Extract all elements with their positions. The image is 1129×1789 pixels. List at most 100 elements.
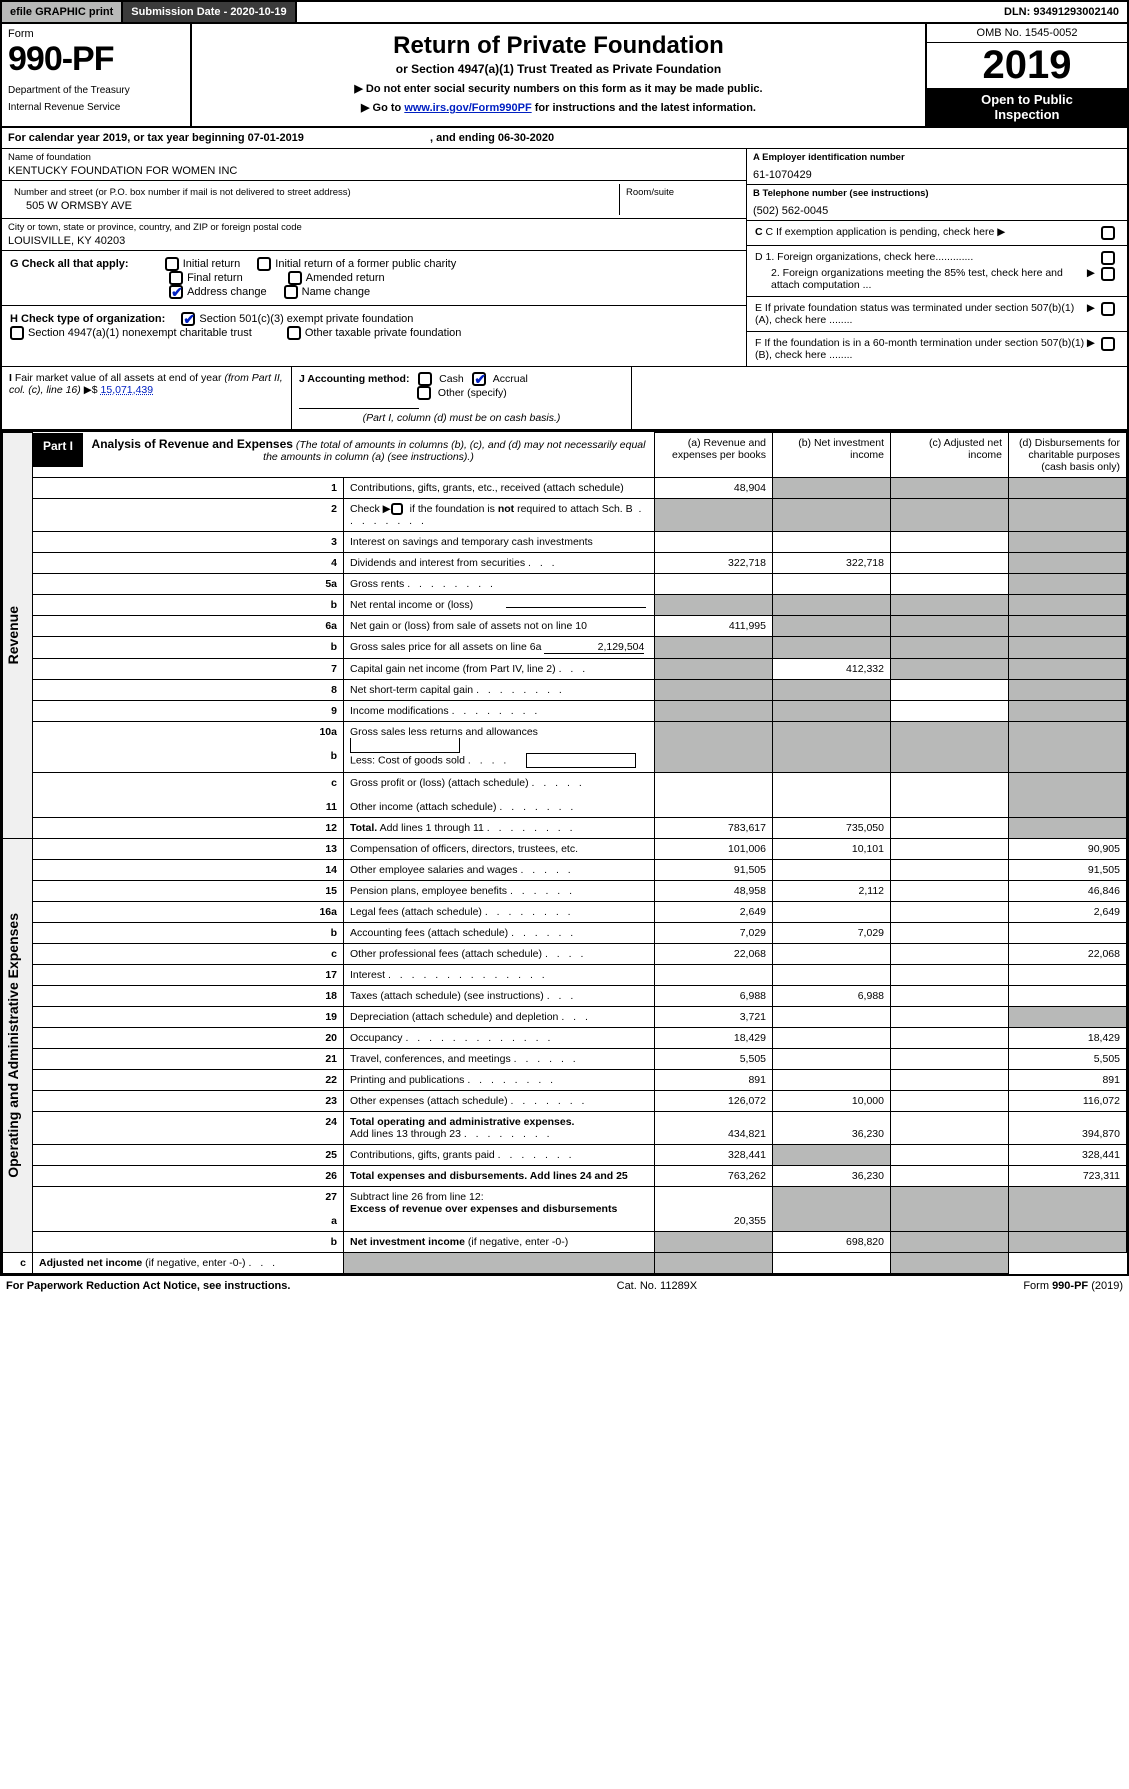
omb-number: OMB No. 1545-0052 [927, 24, 1127, 43]
form-word: Form [8, 28, 184, 40]
chk-f[interactable] [1101, 337, 1115, 351]
open-to-public: Open to PublicInspection [927, 88, 1127, 126]
row-4: 4Dividends and interest from securities … [3, 553, 1127, 574]
page-footer: For Paperwork Reduction Act Notice, see … [0, 1276, 1129, 1296]
tax-year: 2019 [927, 43, 1127, 88]
calendar-year-line: For calendar year 2019, or tax year begi… [2, 128, 1127, 149]
row-2: 2Check ▶ if the foundation is not requir… [3, 499, 1127, 532]
chk-initial-former[interactable] [257, 257, 271, 271]
col-a-header: (a) Revenue and expenses per books [655, 433, 773, 478]
row-6b: bGross sales price for all assets on lin… [3, 637, 1127, 659]
form-header: Form 990-PF Department of the Treasury I… [0, 24, 1129, 128]
row-5b: bNet rental income or (loss) [3, 595, 1127, 616]
row-17: 17Interest . . . . . . . . . . . . . . [3, 965, 1127, 986]
fair-market-cell: I Fair market value of all assets at end… [2, 367, 292, 429]
form-subtitle: or Section 4947(a)(1) Trust Treated as P… [198, 62, 919, 76]
row-16c: cOther professional fees (attach schedul… [3, 944, 1127, 965]
row-25: 25Contributions, gifts, grants paid . . … [3, 1145, 1127, 1166]
chk-cash[interactable] [418, 372, 432, 386]
chk-accrual[interactable] [472, 372, 486, 386]
chk-amended[interactable] [288, 271, 302, 285]
footer-left: For Paperwork Reduction Act Notice, see … [6, 1280, 290, 1292]
chk-name[interactable] [284, 285, 298, 299]
chk-address[interactable] [169, 285, 183, 299]
row-19: 19Depreciation (attach schedule) and dep… [3, 1007, 1127, 1028]
row-23: 23Other expenses (attach schedule) . . .… [3, 1091, 1127, 1112]
row-27c: cAdjusted net income (if negative, enter… [3, 1253, 1127, 1274]
chk-d2[interactable] [1101, 267, 1115, 281]
chk-initial[interactable] [165, 257, 179, 271]
chk-other-method[interactable] [417, 386, 431, 400]
form-note-ssn: ▶ Do not enter social security numbers o… [198, 82, 919, 95]
note2-post: for instructions and the latest informat… [532, 102, 756, 114]
chk-sch-b[interactable] [391, 503, 403, 515]
col-b-header: (b) Net investment income [773, 433, 891, 478]
dept-treasury: Department of the Treasury [8, 85, 184, 96]
col-d-header: (d) Disbursements for charitable purpose… [1009, 433, 1127, 478]
info-left-column: Name of foundation KENTUCKY FOUNDATION F… [2, 149, 747, 366]
foundation-name-cell: Name of foundation KENTUCKY FOUNDATION F… [2, 149, 746, 181]
chk-d1[interactable] [1101, 251, 1115, 265]
row-27b: bNet investment income (if negative, ent… [3, 1232, 1127, 1253]
chk-other-taxable[interactable] [287, 326, 301, 340]
submission-date-button[interactable]: Submission Date - 2020-10-19 [123, 2, 296, 22]
footer-mid: Cat. No. 11289X [617, 1280, 698, 1292]
c-check: C C If exemption application is pending,… [747, 221, 1127, 246]
accounting-method-cell: J Accounting method: Cash Accrual Other … [292, 367, 632, 429]
row-5a: 5aGross rents . . . . . . . . [3, 574, 1127, 595]
form-title: Return of Private Foundation [198, 32, 919, 60]
row-9: 9Income modifications . . . . . . . . [3, 701, 1127, 722]
form-note-link: ▶ Go to www.irs.gov/Form990PF for instru… [198, 101, 919, 114]
row-10c-11: c11Gross profit or (loss) (attach schedu… [3, 773, 1127, 818]
part1-table: Revenue Part I Analysis of Revenue and E… [2, 432, 1127, 1274]
row-1: 1Contributions, gifts, grants, etc., rec… [3, 478, 1127, 499]
toolbar-spacer [297, 2, 996, 22]
dept-irs: Internal Revenue Service [8, 102, 184, 113]
row-22: 22Printing and publications . . . . . . … [3, 1070, 1127, 1091]
row-14: 14Other employee salaries and wages . . … [3, 860, 1127, 881]
d2-check: 2. Foreign organizations meeting the 85%… [747, 266, 1127, 297]
top-toolbar: efile GRAPHIC print Submission Date - 20… [0, 0, 1129, 24]
row-26: 26Total expenses and disbursements. Add … [3, 1166, 1127, 1187]
header-right: OMB No. 1545-0052 2019 Open to PublicIns… [927, 24, 1127, 126]
chk-c[interactable] [1101, 226, 1115, 240]
row-21: 21Travel, conferences, and meetings . . … [3, 1049, 1127, 1070]
ein-cell: A Employer identification number 61-1070… [747, 149, 1127, 185]
efile-print-button[interactable]: efile GRAPHIC print [2, 2, 123, 22]
chk-501c3[interactable] [181, 312, 195, 326]
part1-desc: Analysis of Revenue and Expenses (The to… [83, 433, 654, 467]
chk-final[interactable] [169, 271, 183, 285]
row-16a: 16aLegal fees (attach schedule) . . . . … [3, 902, 1127, 923]
chk-4947[interactable] [10, 326, 24, 340]
h-label: H Check type of organization: [10, 313, 165, 325]
part1-tab: Part I [33, 433, 83, 467]
expenses-side-label: Operating and Administrative Expenses [3, 839, 33, 1253]
phone-cell: B Telephone number (see instructions) (5… [747, 185, 1127, 221]
f-check: F If the foundation is in a 60-month ter… [747, 332, 1127, 366]
address-cell: Number and street (or P.O. box number if… [2, 181, 746, 219]
part1-section: Revenue Part I Analysis of Revenue and E… [0, 432, 1129, 1276]
footer-right: Form 990-PF (2019) [1023, 1280, 1123, 1292]
irs-link[interactable]: www.irs.gov/Form990PF [404, 102, 531, 114]
row-6a: 6aNet gain or (loss) from sale of assets… [3, 616, 1127, 637]
g-check-row: G Check all that apply: Initial return I… [2, 251, 746, 306]
row-24: 24Total operating and administrative exp… [3, 1112, 1127, 1145]
d1-check: D 1. Foreign organizations, check here..… [747, 246, 1127, 266]
g-label: G Check all that apply: [10, 258, 129, 270]
row-7: 7Capital gain net income (from Part IV, … [3, 659, 1127, 680]
lower-right-empty [632, 367, 1127, 429]
info-section: For calendar year 2019, or tax year begi… [0, 128, 1129, 432]
revenue-side-label: Revenue [3, 433, 33, 839]
row-3: 3Interest on savings and temporary cash … [3, 532, 1127, 553]
fmv-link[interactable]: 15,071,439 [101, 384, 154, 396]
header-center: Return of Private Foundation or Section … [192, 24, 927, 126]
row-18: 18Taxes (attach schedule) (see instructi… [3, 986, 1127, 1007]
header-left: Form 990-PF Department of the Treasury I… [2, 24, 192, 126]
city-cell: City or town, state or province, country… [2, 219, 746, 251]
row-13: Operating and Administrative Expenses13C… [3, 839, 1127, 860]
row-10ab: 10abGross sales less returns and allowan… [3, 722, 1127, 773]
row-16b: bAccounting fees (attach schedule) . . .… [3, 923, 1127, 944]
chk-e[interactable] [1101, 302, 1115, 316]
lower-header-row: I Fair market value of all assets at end… [2, 366, 1127, 430]
row-8: 8Net short-term capital gain . . . . . .… [3, 680, 1127, 701]
